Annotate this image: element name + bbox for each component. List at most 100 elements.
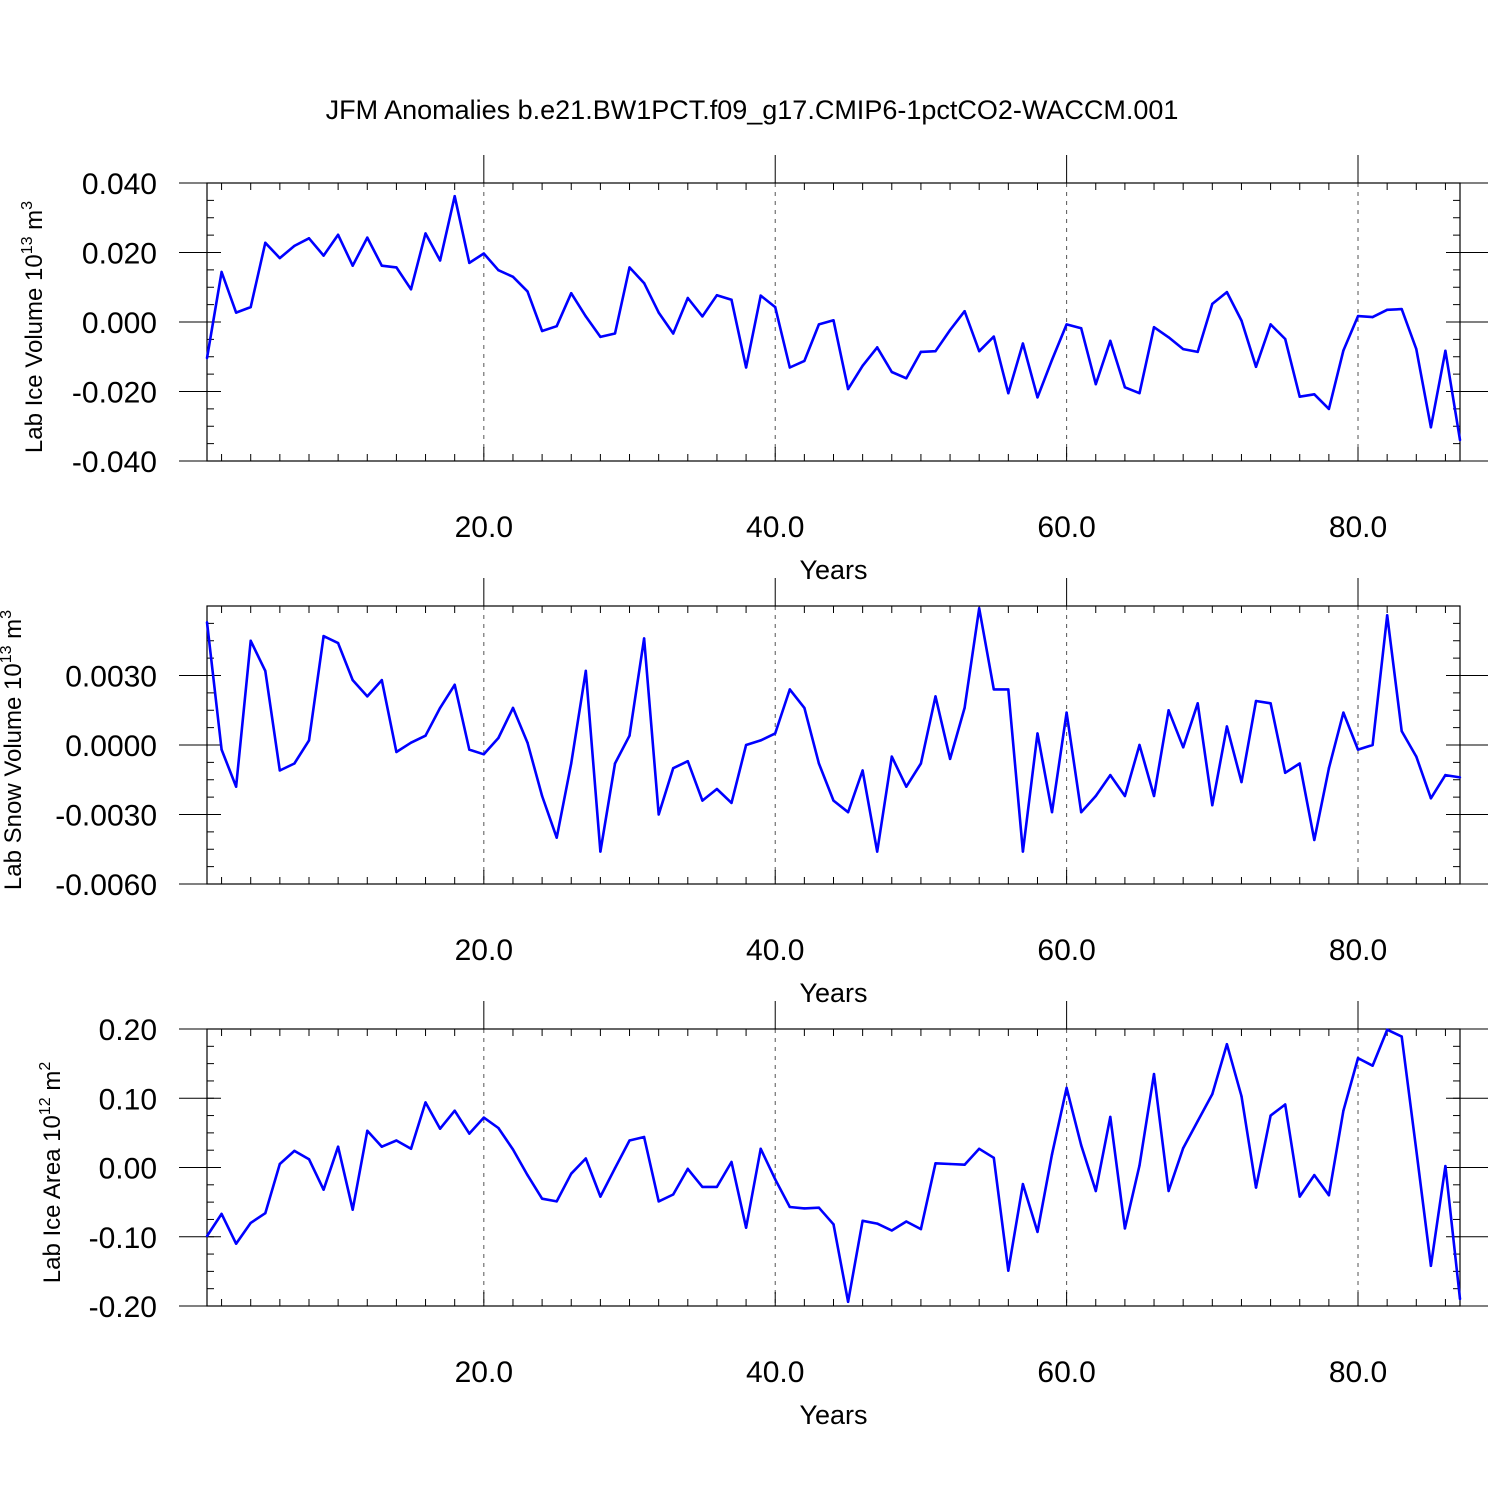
x-tick-label: 80.0 [1329, 934, 1387, 967]
data-point [672, 1193, 675, 1196]
data-point [584, 315, 588, 318]
data-point [380, 1145, 384, 1148]
data-point [570, 1172, 573, 1175]
data-point [307, 1157, 311, 1161]
data-point [249, 1221, 252, 1225]
y-tick-label: -0.020 [72, 377, 157, 410]
data-point [366, 236, 369, 239]
data-point [555, 324, 558, 328]
data-point [1021, 850, 1025, 853]
data-point [1123, 794, 1127, 798]
data-point [526, 290, 529, 293]
data-point [1225, 725, 1229, 728]
data-point [1181, 746, 1185, 749]
y-axis-title-unit-exponent: 3 [19, 201, 36, 210]
data-point [1298, 395, 1301, 398]
data-point [322, 634, 325, 638]
data-point [1415, 1148, 1418, 1152]
data-point [453, 683, 456, 686]
data-point [1167, 336, 1170, 339]
data-point [1211, 302, 1214, 306]
data-point [1138, 1164, 1141, 1167]
data-point [409, 1147, 413, 1151]
data-point [1050, 1153, 1054, 1156]
data-point [1269, 1114, 1272, 1117]
y-tick-label: 0.20 [99, 1014, 157, 1047]
y-tick-label: 0.040 [82, 168, 157, 201]
data-point [409, 288, 413, 291]
data-point [1269, 702, 1272, 705]
y-tick-label: 0.00 [99, 1153, 157, 1186]
data-point [963, 310, 966, 313]
data-point [759, 294, 762, 297]
data-point [1313, 393, 1316, 396]
data-point [264, 669, 267, 673]
data-point [205, 1234, 209, 1238]
x-axis-title: Years [799, 1400, 867, 1430]
data-point [1342, 1109, 1345, 1112]
data-point [1269, 323, 1272, 326]
data-point [1050, 810, 1054, 814]
y-axis-title-unit-exponent: 2 [37, 1062, 54, 1071]
data-point [395, 266, 398, 269]
data-point [774, 732, 777, 735]
data-point [1444, 1164, 1447, 1168]
data-point [482, 1116, 486, 1119]
data-point [905, 1220, 908, 1223]
data-point [438, 706, 442, 710]
data-point [1167, 709, 1170, 712]
data-point [526, 1173, 529, 1177]
data-point [803, 359, 806, 363]
data-point [613, 762, 617, 765]
data-point [438, 1127, 442, 1130]
data-point [1254, 699, 1258, 703]
data-point [934, 1162, 937, 1165]
data-point [992, 335, 995, 338]
data-point [511, 706, 515, 710]
data-point [1050, 358, 1054, 362]
data-point [730, 298, 733, 301]
data-point [1458, 438, 1462, 442]
data-point [468, 261, 471, 265]
data-point [482, 753, 486, 756]
data-point [759, 739, 762, 742]
y-axis-title-text: Lab Snow Volume 10 [0, 663, 27, 890]
data-point [234, 1242, 238, 1245]
data-point [482, 252, 486, 255]
data-point [1283, 1103, 1287, 1106]
data-point [744, 743, 748, 747]
data-point [351, 678, 354, 682]
data-point [540, 1197, 544, 1200]
data-point [453, 1109, 456, 1112]
data-point [774, 1178, 777, 1181]
data-point [876, 346, 879, 349]
data-point [1429, 797, 1433, 800]
data-point [730, 1160, 733, 1164]
data-point [1371, 1064, 1374, 1067]
data-point [948, 1162, 952, 1166]
y-axis-title: Lab Ice Area 1012 m2 [37, 1062, 66, 1284]
data-point [846, 387, 850, 391]
data-point [628, 266, 631, 269]
y-axis-title-text: Lab Ice Volume 10 [21, 254, 48, 453]
data-point [832, 1223, 835, 1226]
data-point [1007, 1269, 1010, 1272]
data-point [919, 350, 923, 354]
data-point [293, 1149, 296, 1153]
data-point [249, 639, 252, 642]
y-axis-title-unit: m [21, 210, 48, 237]
data-point [599, 850, 602, 853]
y-tick-label: -0.0030 [55, 800, 157, 833]
data-point [1181, 1146, 1185, 1150]
x-tick-label: 80.0 [1329, 1356, 1387, 1389]
data-point [628, 1139, 631, 1142]
x-tick-label: 20.0 [455, 1356, 513, 1389]
data-point [701, 799, 704, 802]
data-point [1313, 1173, 1316, 1177]
data-point [1123, 386, 1127, 389]
data-point [555, 836, 558, 839]
data-point [234, 785, 238, 788]
data-point [380, 264, 384, 267]
data-point [220, 748, 223, 751]
